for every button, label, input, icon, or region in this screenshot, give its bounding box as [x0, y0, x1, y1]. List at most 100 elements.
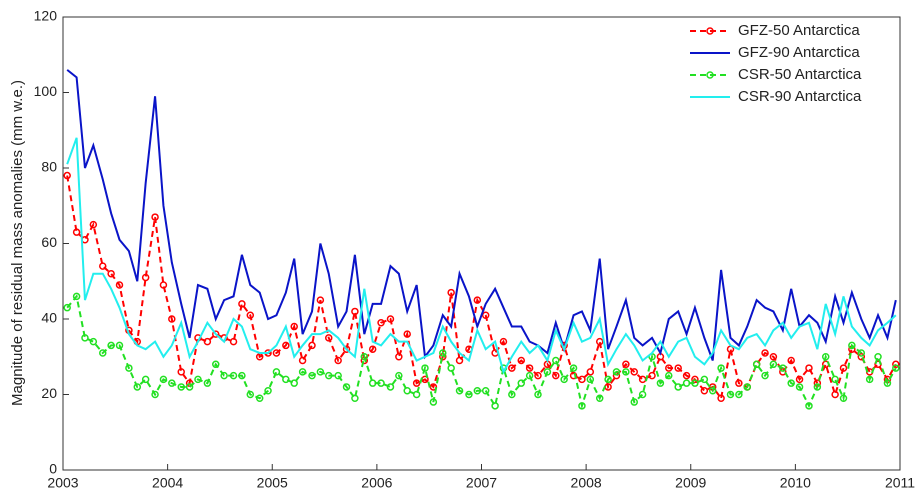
- x-tick-label: 2009: [675, 475, 706, 491]
- data-point: [212, 330, 220, 338]
- data-point: [386, 383, 395, 391]
- y-tick-label: 120: [34, 8, 58, 24]
- data-point: [403, 386, 411, 395]
- data-point: [63, 303, 71, 312]
- data-point: [81, 334, 89, 342]
- data-point: [525, 364, 534, 372]
- data-point: [447, 364, 455, 372]
- x-tick-label: 2006: [361, 475, 392, 491]
- data-point: [717, 394, 725, 403]
- data-point: [569, 371, 578, 380]
- data-point: [272, 349, 281, 357]
- data-point: [638, 375, 647, 384]
- data-point: [586, 375, 595, 384]
- data-point: [691, 379, 699, 387]
- data-point: [203, 337, 212, 346]
- data-point: [595, 337, 604, 346]
- data-point: [229, 337, 238, 346]
- data-point: [99, 349, 107, 357]
- data-point: [141, 375, 150, 384]
- data-point: [465, 390, 473, 399]
- data-point: [89, 220, 98, 229]
- data-point: [857, 353, 866, 361]
- data-point: [203, 379, 212, 387]
- data-point: [308, 371, 316, 380]
- data-point: [368, 379, 377, 387]
- data-point: [865, 375, 874, 384]
- data-point: [805, 402, 813, 410]
- data-point: [578, 402, 586, 410]
- data-point: [107, 269, 115, 278]
- data-point: [324, 334, 333, 342]
- data-point: [194, 375, 202, 384]
- data-point: [769, 353, 778, 361]
- data-point: [115, 341, 124, 350]
- data-point: [779, 364, 787, 372]
- data-point: [569, 364, 578, 372]
- data-point: [848, 341, 856, 350]
- data-point: [691, 375, 699, 384]
- data-point: [473, 296, 482, 304]
- data-point: [508, 364, 516, 372]
- data-point: [168, 315, 176, 323]
- data-point: [726, 390, 735, 399]
- data-point: [342, 345, 351, 353]
- data-point: [298, 356, 307, 365]
- data-point: [491, 402, 499, 410]
- data-point: [403, 330, 411, 338]
- data-point: [72, 292, 81, 301]
- data-point: [290, 379, 298, 387]
- data-point: [159, 281, 168, 289]
- data-point: [439, 349, 447, 357]
- data-point: [125, 364, 133, 372]
- y-axis-label: Magnitude of residual mass anomalies (mm…: [9, 80, 26, 406]
- data-point: [517, 356, 526, 365]
- data-point: [481, 386, 490, 395]
- data-point: [99, 262, 107, 270]
- data-point: [674, 383, 682, 391]
- data-point: [177, 368, 185, 376]
- data-point: [473, 386, 482, 395]
- x-tick-label: 2003: [47, 475, 78, 491]
- data-point: [700, 386, 709, 395]
- data-point: [421, 364, 429, 372]
- data-point: [638, 390, 647, 399]
- data-point: [622, 368, 630, 376]
- legend-marker: [706, 71, 714, 79]
- data-point: [674, 364, 682, 372]
- data-point: [839, 364, 848, 372]
- data-point: [525, 371, 534, 380]
- data-point: [282, 375, 290, 384]
- legend-label: CSR-90 Antarctica: [738, 88, 862, 105]
- data-point: [656, 379, 665, 387]
- data-point: [246, 390, 255, 399]
- data-point: [508, 390, 516, 399]
- data-point: [821, 353, 830, 361]
- data-point: [141, 273, 150, 282]
- data-point: [168, 379, 176, 387]
- data-point: [604, 375, 612, 384]
- data-point: [717, 364, 725, 372]
- data-point: [787, 356, 795, 365]
- data-point: [700, 375, 709, 384]
- y-tick-label: 60: [41, 234, 57, 250]
- data-point: [212, 360, 220, 369]
- data-point: [787, 379, 795, 387]
- data-point: [177, 383, 185, 391]
- data-point: [412, 379, 421, 387]
- data-point: [298, 368, 307, 376]
- data-point: [238, 371, 246, 380]
- data-point: [586, 368, 595, 376]
- data-point: [630, 398, 639, 406]
- data-point: [159, 375, 168, 384]
- data-point: [334, 371, 342, 380]
- y-tick-label: 20: [41, 385, 57, 401]
- x-tick-label: 2008: [571, 475, 602, 491]
- data-point: [761, 349, 769, 357]
- data-point: [795, 383, 804, 391]
- data-point: [316, 368, 325, 376]
- data-point: [151, 213, 159, 221]
- x-tick-label: 2005: [257, 475, 288, 491]
